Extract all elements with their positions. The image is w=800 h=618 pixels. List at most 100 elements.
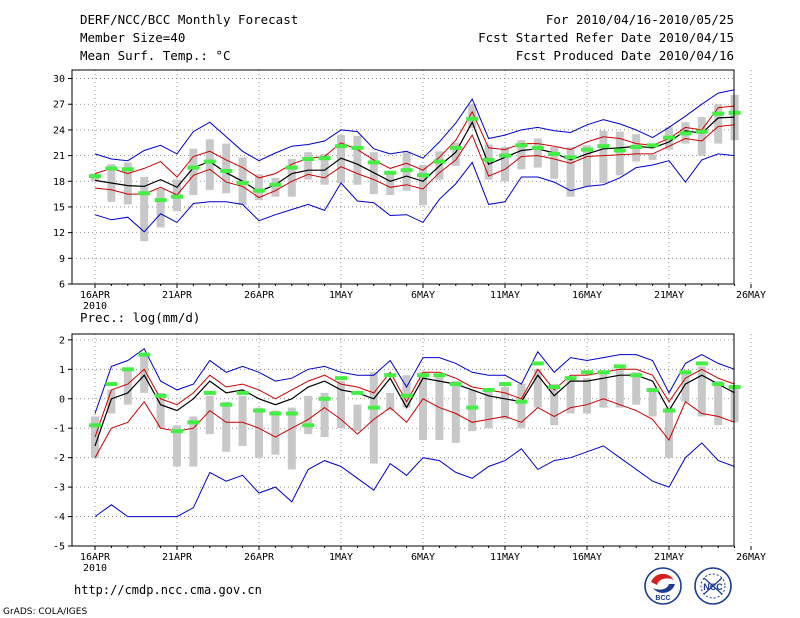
temperature-ytick-label-7: 27 — [53, 100, 65, 111]
precipitation-box-33 — [615, 369, 624, 408]
precipitation-marker-31 — [581, 370, 593, 375]
temperature-box-11 — [255, 174, 263, 201]
temperature-box-35 — [648, 154, 657, 160]
precipitation-marker-22 — [433, 373, 446, 378]
precipitation-marker-7 — [187, 420, 200, 425]
precipitation-marker-25 — [482, 387, 495, 392]
figure-title: DERF/NCC/BCC Monthly Forecast — [80, 12, 298, 27]
precipitation-y-ticks: -5 -4 -3 -2 -1 0 1 2 — [53, 335, 72, 553]
temperature-marker-10 — [236, 180, 249, 185]
temperature-xtick-label-5: 11MAY — [490, 290, 520, 301]
precipitation-xtick-label-6: 16MAY — [572, 552, 602, 563]
temperature-marker-25 — [482, 157, 495, 162]
temperature-markers — [89, 110, 741, 203]
temperature-box-25 — [484, 144, 493, 180]
temperature-mean-minus-sd-line — [94, 124, 735, 199]
precipitation-marker-14 — [302, 423, 315, 428]
temperature-y-ticks: 6 9 12 15 18 21 24 27 30 — [53, 74, 72, 291]
temperature-marker-17 — [351, 145, 364, 150]
temperature-marker-3 — [121, 167, 134, 172]
temperature-box-17 — [353, 135, 362, 185]
precipitation-box-27 — [517, 384, 526, 429]
temperature-box-5 — [156, 188, 165, 228]
temperature-marker-34 — [630, 145, 643, 150]
precipitation-box-8 — [205, 395, 214, 435]
precipitation-xtick-label-4: 6MAY — [411, 552, 435, 563]
precipitation-box-35 — [648, 389, 657, 417]
precipitation-box-31 — [583, 378, 591, 414]
precipitation-marker-19 — [384, 373, 397, 378]
temperature-box-21 — [419, 165, 427, 206]
temperature-marker-19 — [384, 170, 397, 175]
precipitation-box-36 — [665, 407, 673, 458]
temperature-min-line — [94, 153, 735, 233]
precipitation-marker-28 — [531, 361, 544, 366]
precipitation-box-2 — [107, 389, 116, 414]
temperature-box-30 — [566, 147, 575, 197]
precipitation-marker-23 — [449, 382, 462, 387]
precipitation-ytick-label-0: -5 — [53, 542, 65, 553]
precipitation-marker-16 — [335, 376, 347, 381]
temperature-marker-8 — [203, 159, 216, 164]
temperature-ytick-label-6: 24 — [53, 125, 65, 136]
precipitation-marker-12 — [269, 411, 282, 416]
bcc-logo-ring — [644, 567, 682, 605]
bcc-logo-swirl-red — [651, 573, 674, 585]
precipitation-ytick-label-6: 1 — [59, 365, 65, 376]
precipitation-marker-18 — [367, 405, 380, 410]
temperature-plot-frame — [71, 69, 735, 285]
precipitation-box-14 — [304, 395, 313, 435]
precipitation-box-6 — [173, 425, 181, 467]
temperature-marker-39 — [712, 111, 725, 116]
temperature-axes — [71, 69, 735, 285]
precipitation-series-lines — [94, 347, 735, 518]
precipitation-marker-3 — [121, 367, 134, 372]
precipitation-year-label: 2010 — [83, 563, 107, 574]
precipitation-marker-6 — [171, 429, 183, 434]
temperature-box-38 — [697, 117, 706, 156]
precipitation-ytick-label-3: -2 — [53, 453, 65, 464]
temperature-marker-26 — [499, 153, 511, 158]
precipitation-box-16 — [337, 381, 345, 429]
temperature-marker-16 — [335, 144, 347, 149]
temperature-marker-11 — [253, 188, 265, 193]
temperature-box-19 — [386, 171, 395, 195]
precipitation-marker-8 — [203, 390, 216, 395]
precipitation-box-20 — [402, 375, 411, 408]
temperature-series-lines — [94, 89, 735, 233]
forecast-period-label: For 2010/04/16-2010/05/25 — [546, 12, 734, 27]
temperature-marker-32 — [597, 144, 610, 149]
temperature-box-15 — [320, 153, 329, 185]
precipitation-xtick-label-0: 16APR — [80, 552, 111, 563]
precipitation-box-40 — [730, 387, 739, 423]
precipitation-marker-32 — [597, 370, 610, 375]
temperature-marker-20 — [400, 168, 413, 173]
precipitation-box-4 — [140, 354, 149, 393]
precipitation-marker-29 — [548, 385, 561, 389]
precipitation-box-5 — [156, 392, 165, 429]
temperature-ytick-label-3: 15 — [53, 202, 65, 213]
precipitation-marker-37 — [679, 370, 692, 375]
temperature-box-29 — [550, 147, 559, 179]
temperature-marker-4 — [138, 191, 151, 196]
temperature-marker-12 — [269, 182, 282, 187]
precipitation-marker-24 — [466, 405, 479, 410]
precipitation-ensemble-boxes — [91, 354, 739, 470]
precipitation-ytick-label-7: 2 — [59, 335, 65, 346]
precipitation-box-32 — [599, 372, 608, 408]
temperature-box-32 — [599, 130, 608, 183]
precipitation-box-21 — [419, 372, 427, 440]
precipitation-marker-21 — [417, 373, 429, 378]
precipitation-box-29 — [550, 384, 559, 426]
precipitation-xtick-label-5: 11MAY — [490, 552, 520, 563]
temperature-marker-35 — [646, 143, 659, 148]
temperature-year-label: 2010 — [83, 301, 107, 312]
precipitation-box-3 — [123, 369, 132, 405]
temperature-marker-33 — [613, 148, 626, 153]
precipitation-box-13 — [287, 407, 296, 470]
temperature-marker-1 — [89, 174, 101, 179]
temperature-marker-6 — [171, 194, 183, 199]
precipitation-marker-9 — [220, 402, 233, 407]
forecast-produced-label: Fcst Produced Date 2010/04/16 — [516, 48, 734, 63]
source-url-link[interactable]: http://cmdp.ncc.cma.gov.cn — [74, 583, 262, 597]
